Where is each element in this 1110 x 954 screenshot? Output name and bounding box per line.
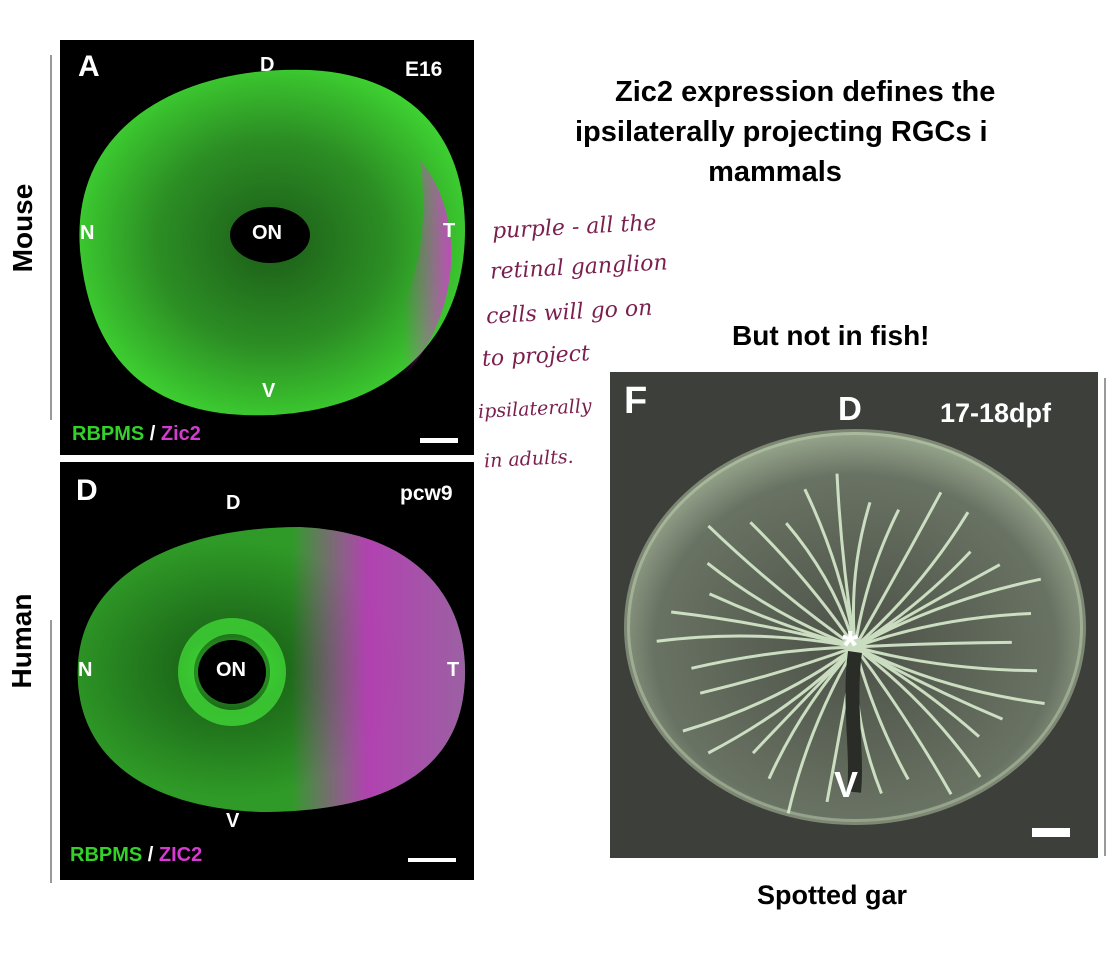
panel-f-fish-retina: F D 17-18dpf * V [610, 372, 1098, 858]
fish-ganglion-cell-axons [656, 473, 1045, 814]
fish-subtitle: But not in fish! [732, 320, 930, 351]
panel-d-stain-separator: / [142, 844, 159, 866]
panel-d-stain-zic2: ZIC2 [158, 844, 203, 866]
fish-axon-bundle [691, 645, 856, 670]
panel-a-temporal-label: T [443, 220, 456, 242]
panel-d-stage-label: pcw9 [400, 482, 453, 505]
fish-axon-bundle [682, 645, 856, 733]
panel-a-ventral-label: V [262, 380, 276, 402]
panel-d-dorsal-label: D [226, 492, 241, 514]
panel-d-human-retina: D D pcw9 N ON T V RBPMS / ZIC2 [60, 462, 474, 880]
panel-a-scale-bar [420, 438, 458, 443]
page-title: Zic2 expression defines the ipsilaterall… [575, 72, 1110, 192]
fish-axon-bundle [854, 511, 970, 649]
panel-d-stain-legend: RBPMS / ZIC2 [70, 844, 202, 867]
title-line-1: Zic2 expression defines the [615, 76, 996, 108]
panel-a-stain-zic2: Zic2 [160, 423, 201, 445]
human-bracket-line [50, 620, 52, 883]
panel-f-center-marker: * [842, 622, 859, 669]
human-retina-image [77, 527, 465, 812]
fish-axon-bundle [853, 491, 943, 648]
fish-axon-bundle [854, 645, 982, 778]
panel-d-letter: D [76, 474, 98, 507]
panel-d-optic-nerve-label: ON [216, 659, 246, 681]
fish-axon-bundle [854, 640, 1012, 649]
fish-axon-bundle [707, 645, 857, 755]
panel-a-optic-nerve-label: ON [252, 222, 282, 244]
fish-axon-bundle [854, 645, 980, 738]
handwritten-note-line-4: to project [481, 341, 591, 372]
species-label-human: Human [6, 593, 37, 689]
panel-d-stain-rbpms: RBPMS [70, 844, 143, 866]
fish-axon-bundle [853, 646, 953, 795]
fish-axon-bundle [786, 646, 857, 814]
fish-axon-bundle [853, 509, 901, 648]
fish-axon-bundle [854, 612, 1032, 649]
fish-axon-bundle [707, 524, 856, 649]
panel-d-nasal-label: N [78, 659, 93, 681]
title-line-2: ipsilaterally projecting RGCs i [575, 116, 988, 148]
fish-axon-bundle [656, 634, 856, 649]
fish-axon-bundle [708, 592, 856, 649]
fish-axon-bundle [835, 473, 857, 648]
fish-optic-fissure [845, 651, 862, 793]
fish-axon-bundle [749, 521, 857, 648]
title-line-3: mammals [708, 156, 842, 188]
panel-d-temporal-label: T [447, 659, 460, 681]
panel-f-letter: F [624, 380, 648, 422]
panel-a-mouse-retina: A D E16 N ON T V RBPMS / Zic2 [60, 40, 474, 455]
handwritten-note-line-3: cells will go on [485, 295, 653, 330]
fish-axon-bundle [785, 522, 857, 648]
mouse-retina-image [79, 69, 465, 419]
panel-a-letter: A [78, 50, 100, 83]
mouse-bracket-line [50, 55, 52, 420]
fish-axon-bundle [854, 645, 1038, 673]
species-label-mouse: Mouse [7, 183, 38, 273]
fish-axon-bundle [854, 577, 1042, 649]
handwritten-note-line-6: in adults. [483, 445, 575, 473]
panel-f-scale-bar [1032, 828, 1070, 837]
panel-f-stage-label: 17-18dpf [940, 398, 1052, 428]
panel-a-stain-separator: / [144, 423, 161, 445]
fish-axon-bundle [851, 501, 872, 648]
fish-caption: Spotted gar [757, 880, 908, 910]
fish-axon-bundle [706, 562, 856, 649]
panel-a-stage-label: E16 [405, 58, 443, 81]
fish-retina-image [624, 429, 1086, 825]
handwritten-note-line-1: purple - all the [491, 210, 658, 245]
panel-f-dorsal-label: D [838, 390, 862, 427]
panel-a-dorsal-label: D [260, 54, 275, 76]
panel-a-stain-legend: RBPMS / Zic2 [72, 423, 201, 446]
panel-a-stain-rbpms: RBPMS [72, 423, 145, 445]
panel-f-ventral-label: V [834, 764, 859, 805]
panel-a-nasal-label: N [80, 222, 95, 244]
fish-panel-right-line [1104, 378, 1106, 856]
handwritten-note-line-2: retinal ganglion [489, 250, 669, 285]
panel-d-scale-bar [408, 858, 456, 862]
fish-axon-bundle [854, 645, 1045, 705]
fish-axon-bundle [699, 645, 856, 695]
handwritten-note-line-5: ipsilaterally [477, 395, 593, 423]
panel-d-ventral-label: V [226, 810, 240, 832]
